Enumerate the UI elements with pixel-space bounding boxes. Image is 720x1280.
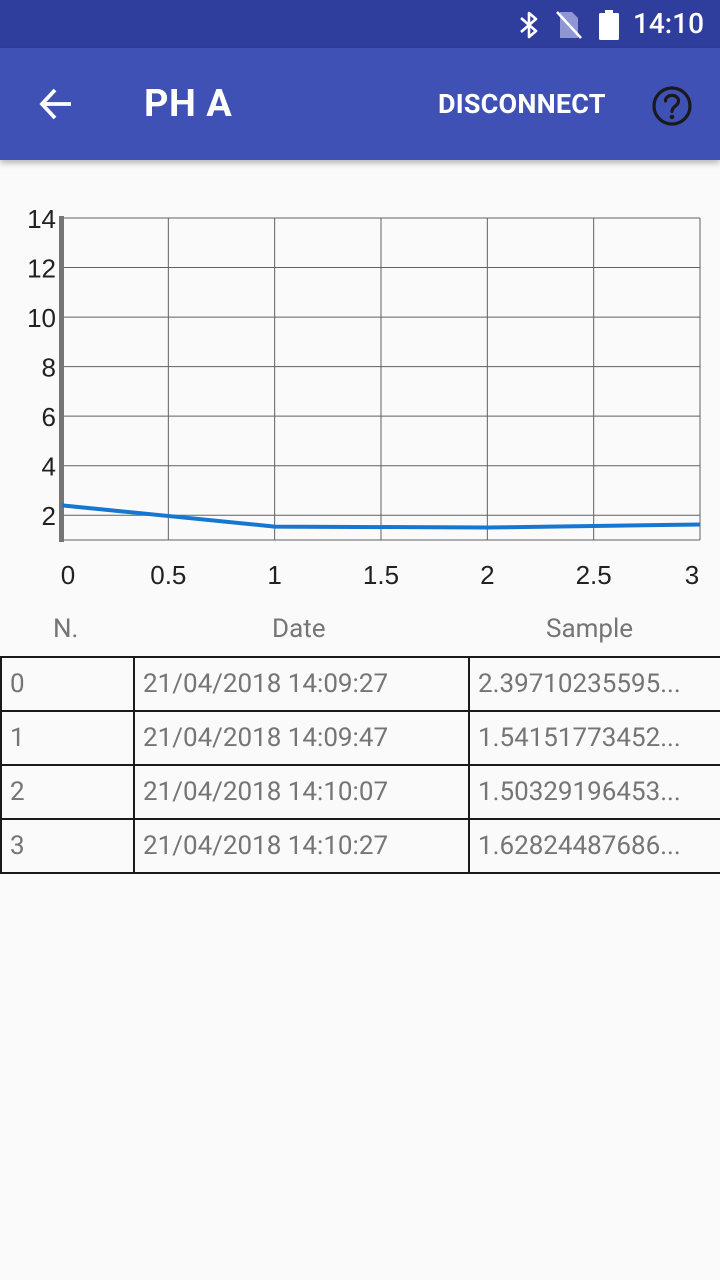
y-tick-label: 14 [27, 204, 56, 234]
y-tick-label: 6 [42, 402, 56, 432]
series-line [61, 503, 701, 530]
x-tick-label: 2 [480, 560, 494, 590]
page-title: PH A [144, 82, 233, 126]
table-row[interactable]: 0 21/04/2018 14:09:27 2.39710235595... [0, 656, 720, 712]
cell-sample: 1.54151773452... [468, 710, 720, 766]
disconnect-button[interactable]: DISCONNECT [438, 88, 606, 120]
cell-n: 1 [0, 710, 135, 766]
table-row[interactable]: 1 21/04/2018 14:09:47 1.54151773452... [0, 710, 720, 766]
status-time: 14:10 [632, 7, 704, 40]
back-button[interactable] [24, 72, 88, 136]
y-tick-label: 10 [27, 303, 56, 333]
table-row[interactable]: 3 21/04/2018 14:10:27 1.62824487686... [0, 818, 720, 874]
cell-n: 0 [0, 656, 135, 712]
y-tick-label: 4 [42, 452, 56, 482]
cell-date: 21/04/2018 14:10:07 [133, 764, 470, 820]
battery-icon [598, 10, 620, 44]
table-row[interactable]: 2 21/04/2018 14:10:07 1.50329196453... [0, 764, 720, 820]
x-tick-label: 1 [267, 560, 281, 590]
cell-sample: 1.50329196453... [468, 764, 720, 820]
header-date: Date [272, 614, 326, 644]
cell-n: 3 [0, 818, 135, 874]
y-axis-line [59, 216, 64, 542]
cell-date: 21/04/2018 14:09:47 [133, 710, 470, 766]
cell-date: 21/04/2018 14:10:27 [133, 818, 470, 874]
cell-date: 21/04/2018 14:09:27 [133, 656, 470, 712]
header-n: N. [53, 614, 79, 644]
samples-table: 0 21/04/2018 14:09:27 2.39710235595... 1… [0, 656, 720, 874]
y-tick-label: 2 [42, 501, 56, 531]
cell-sample: 1.62824487686... [468, 818, 720, 874]
arrow-back-icon [39, 88, 71, 120]
x-tick-label: 0.5 [150, 560, 186, 590]
table-header: N. Date Sample [0, 606, 720, 650]
app-bar: PH A DISCONNECT [0, 48, 720, 160]
x-tick-label: 2.5 [576, 560, 612, 590]
header-sample: Sample [546, 614, 634, 644]
y-tick-label: 8 [42, 353, 56, 383]
status-bar: 14:10 [0, 0, 720, 48]
x-tick-label: 1.5 [363, 560, 399, 590]
help-circle-icon [652, 86, 692, 126]
x-tick-label: 3 [685, 560, 699, 590]
x-tick-label: 0 [61, 560, 75, 590]
y-tick-label: 12 [27, 254, 56, 284]
cell-n: 2 [0, 764, 135, 820]
help-button[interactable] [648, 82, 696, 130]
bluetooth-icon [516, 10, 542, 44]
line-chart: 0 0.5 1 1.5 2 2.5 3 2 4 6 8 10 12 14 [27, 204, 701, 590]
cell-sample: 2.39710235595... [468, 656, 720, 712]
no-sim-icon [556, 10, 582, 44]
